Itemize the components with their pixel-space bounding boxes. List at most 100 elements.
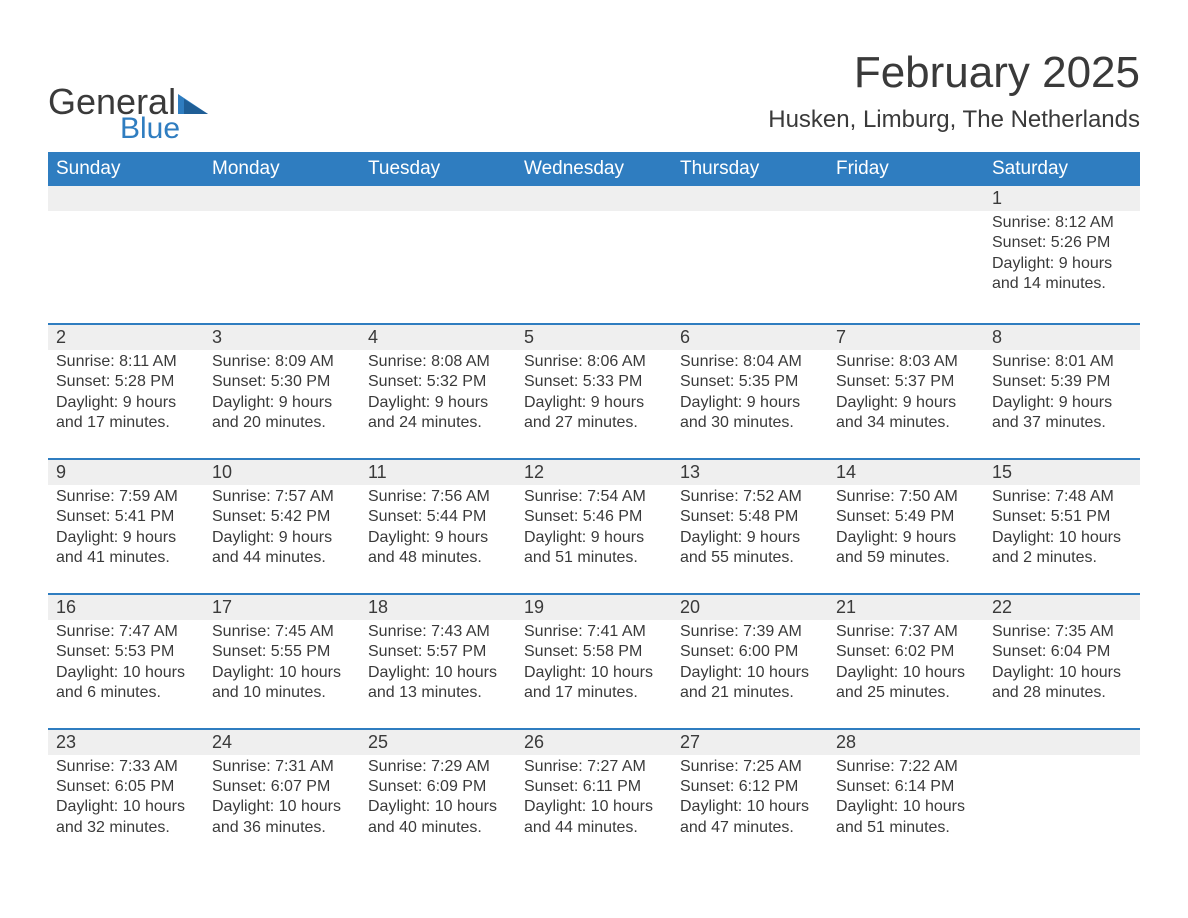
sunset-text: Sunset: 6:07 PM [212,777,352,797]
details-row: Sunrise: 7:47 AMSunset: 5:53 PM Daylight:… [48,620,1140,729]
sunrise-text: Sunrise: 7:27 AM [524,757,664,777]
sunrise-text: Sunrise: 7:43 AM [368,622,508,642]
day-cell-number: 20 [672,594,828,620]
weekday-header: Sunday [48,152,204,186]
day-cell-number [360,186,516,211]
daylight-text: Daylight: 10 hours and 2 minutes. [992,528,1132,569]
sunset-text: Sunset: 5:46 PM [524,507,664,527]
sunset-text: Sunset: 5:39 PM [992,372,1132,392]
day-cell-details: Sunrise: 7:54 AMSunset: 5:46 PMDaylight:… [516,485,672,594]
day-cell-details: Sunrise: 8:12 AMSunset: 5:26 PMDaylight:… [984,211,1140,324]
sunrise-text: Sunrise: 7:59 AM [56,487,196,507]
sunset-text: Sunset: 5:41 PM [56,507,196,527]
day-cell-details: Sunrise: 8:04 AMSunset: 5:35 PMDaylight:… [672,350,828,459]
day-cell-details: Sunrise: 8:11 AMSunset: 5:28 PMDaylight:… [48,350,204,459]
day-cell-details: Sunrise: 7:22 AMSunset: 6:14 PMDaylight:… [828,755,984,863]
day-cell-details: Sunrise: 7:59 AMSunset: 5:41 PMDaylight:… [48,485,204,594]
day-number: 21 [828,595,984,620]
daylight-text: Daylight: 9 hours and 27 minutes. [524,393,664,434]
sunset-text: Sunset: 5:28 PM [56,372,196,392]
day-cell-details: Sunrise: 7:43 AMSunset: 5:57 PMDaylight:… [360,620,516,729]
day-cell-details: Sunrise: 7:45 AMSunset: 5:55 PMDaylight:… [204,620,360,729]
day-cell-details [672,211,828,324]
day-cell-number: 3 [204,324,360,350]
sunrise-text: Sunrise: 7:25 AM [680,757,820,777]
sunrise-text: Sunrise: 7:37 AM [836,622,976,642]
day-number: 7 [828,325,984,350]
sunrise-text: Sunrise: 7:33 AM [56,757,196,777]
day-cell-details [828,211,984,324]
day-cell-details: Sunrise: 7:52 AMSunset: 5:48 PMDaylight:… [672,485,828,594]
location-subtitle: Husken, Limburg, The Netherlands [768,106,1140,134]
day-cell-number: 14 [828,459,984,485]
day-cell-number: 8 [984,324,1140,350]
sunrise-text: Sunrise: 7:48 AM [992,487,1132,507]
day-cell-number: 5 [516,324,672,350]
day-cell-details [48,211,204,324]
details-row: Sunrise: 8:11 AMSunset: 5:28 PM Daylight:… [48,350,1140,459]
day-cell-number: 12 [516,459,672,485]
sunset-text: Sunset: 5:51 PM [992,507,1132,527]
daylight-text: Daylight: 10 hours and 40 minutes. [368,797,508,838]
daylight-text: Daylight: 10 hours and 28 minutes. [992,663,1132,704]
logo-triangle-icon [178,94,208,114]
sunrise-text: Sunrise: 7:39 AM [680,622,820,642]
daylight-text: Daylight: 9 hours and 37 minutes. [992,393,1132,434]
sunrise-text: Sunrise: 7:47 AM [56,622,196,642]
day-cell-details: Sunrise: 7:27 AMSunset: 6:11 PMDaylight:… [516,755,672,863]
weekday-header: Friday [828,152,984,186]
day-cell-number: 16 [48,594,204,620]
sunset-text: Sunset: 6:05 PM [56,777,196,797]
day-cell-details: Sunrise: 7:56 AMSunset: 5:44 PMDaylight:… [360,485,516,594]
day-cell-number: 23 [48,729,204,755]
daylight-text: Daylight: 9 hours and 59 minutes. [836,528,976,569]
daylight-text: Daylight: 9 hours and 20 minutes. [212,393,352,434]
day-cell-details [516,211,672,324]
page-header: General Blue February 2025 Husken, Limbu… [48,48,1140,144]
day-cell-number: 26 [516,729,672,755]
day-number: 27 [672,730,828,755]
day-number: 9 [48,460,204,485]
weekday-header: Tuesday [360,152,516,186]
daylight-text: Daylight: 9 hours and 55 minutes. [680,528,820,569]
day-cell-number: 24 [204,729,360,755]
sunrise-text: Sunrise: 7:45 AM [212,622,352,642]
day-cell-details: Sunrise: 7:35 AMSunset: 6:04 PMDaylight:… [984,620,1140,729]
day-cell-details [360,211,516,324]
details-row: Sunrise: 7:59 AMSunset: 5:41 PM Daylight:… [48,485,1140,594]
sunset-text: Sunset: 5:44 PM [368,507,508,527]
daylight-text: Daylight: 10 hours and 44 minutes. [524,797,664,838]
day-cell-number: 7 [828,324,984,350]
day-cell-number [672,186,828,211]
daylight-text: Daylight: 10 hours and 25 minutes. [836,663,976,704]
sunrise-text: Sunrise: 7:54 AM [524,487,664,507]
day-cell-number: 22 [984,594,1140,620]
sunset-text: Sunset: 5:26 PM [992,233,1132,253]
day-number: 17 [204,595,360,620]
day-number: 16 [48,595,204,620]
day-cell-number: 17 [204,594,360,620]
day-cell-number: 11 [360,459,516,485]
weekday-header: Wednesday [516,152,672,186]
sunrise-text: Sunrise: 7:35 AM [992,622,1132,642]
sunset-text: Sunset: 6:11 PM [524,777,664,797]
sunset-text: Sunset: 6:12 PM [680,777,820,797]
day-number: 8 [984,325,1140,350]
daylight-text: Daylight: 10 hours and 36 minutes. [212,797,352,838]
sunset-text: Sunset: 5:53 PM [56,642,196,662]
daynum-row: 16171819202122 [48,594,1140,620]
day-cell-details: Sunrise: 8:08 AMSunset: 5:32 PMDaylight:… [360,350,516,459]
day-number: 18 [360,595,516,620]
sunset-text: Sunset: 5:35 PM [680,372,820,392]
weekday-header: Saturday [984,152,1140,186]
sunset-text: Sunset: 6:09 PM [368,777,508,797]
day-cell-number: 21 [828,594,984,620]
day-cell-number: 4 [360,324,516,350]
daylight-text: Daylight: 9 hours and 51 minutes. [524,528,664,569]
daynum-row: 232425262728 [48,729,1140,755]
sunrise-text: Sunrise: 8:11 AM [56,352,196,372]
daylight-text: Daylight: 9 hours and 14 minutes. [992,254,1132,295]
day-cell-number: 15 [984,459,1140,485]
day-cell-number [828,186,984,211]
sunset-text: Sunset: 5:37 PM [836,372,976,392]
